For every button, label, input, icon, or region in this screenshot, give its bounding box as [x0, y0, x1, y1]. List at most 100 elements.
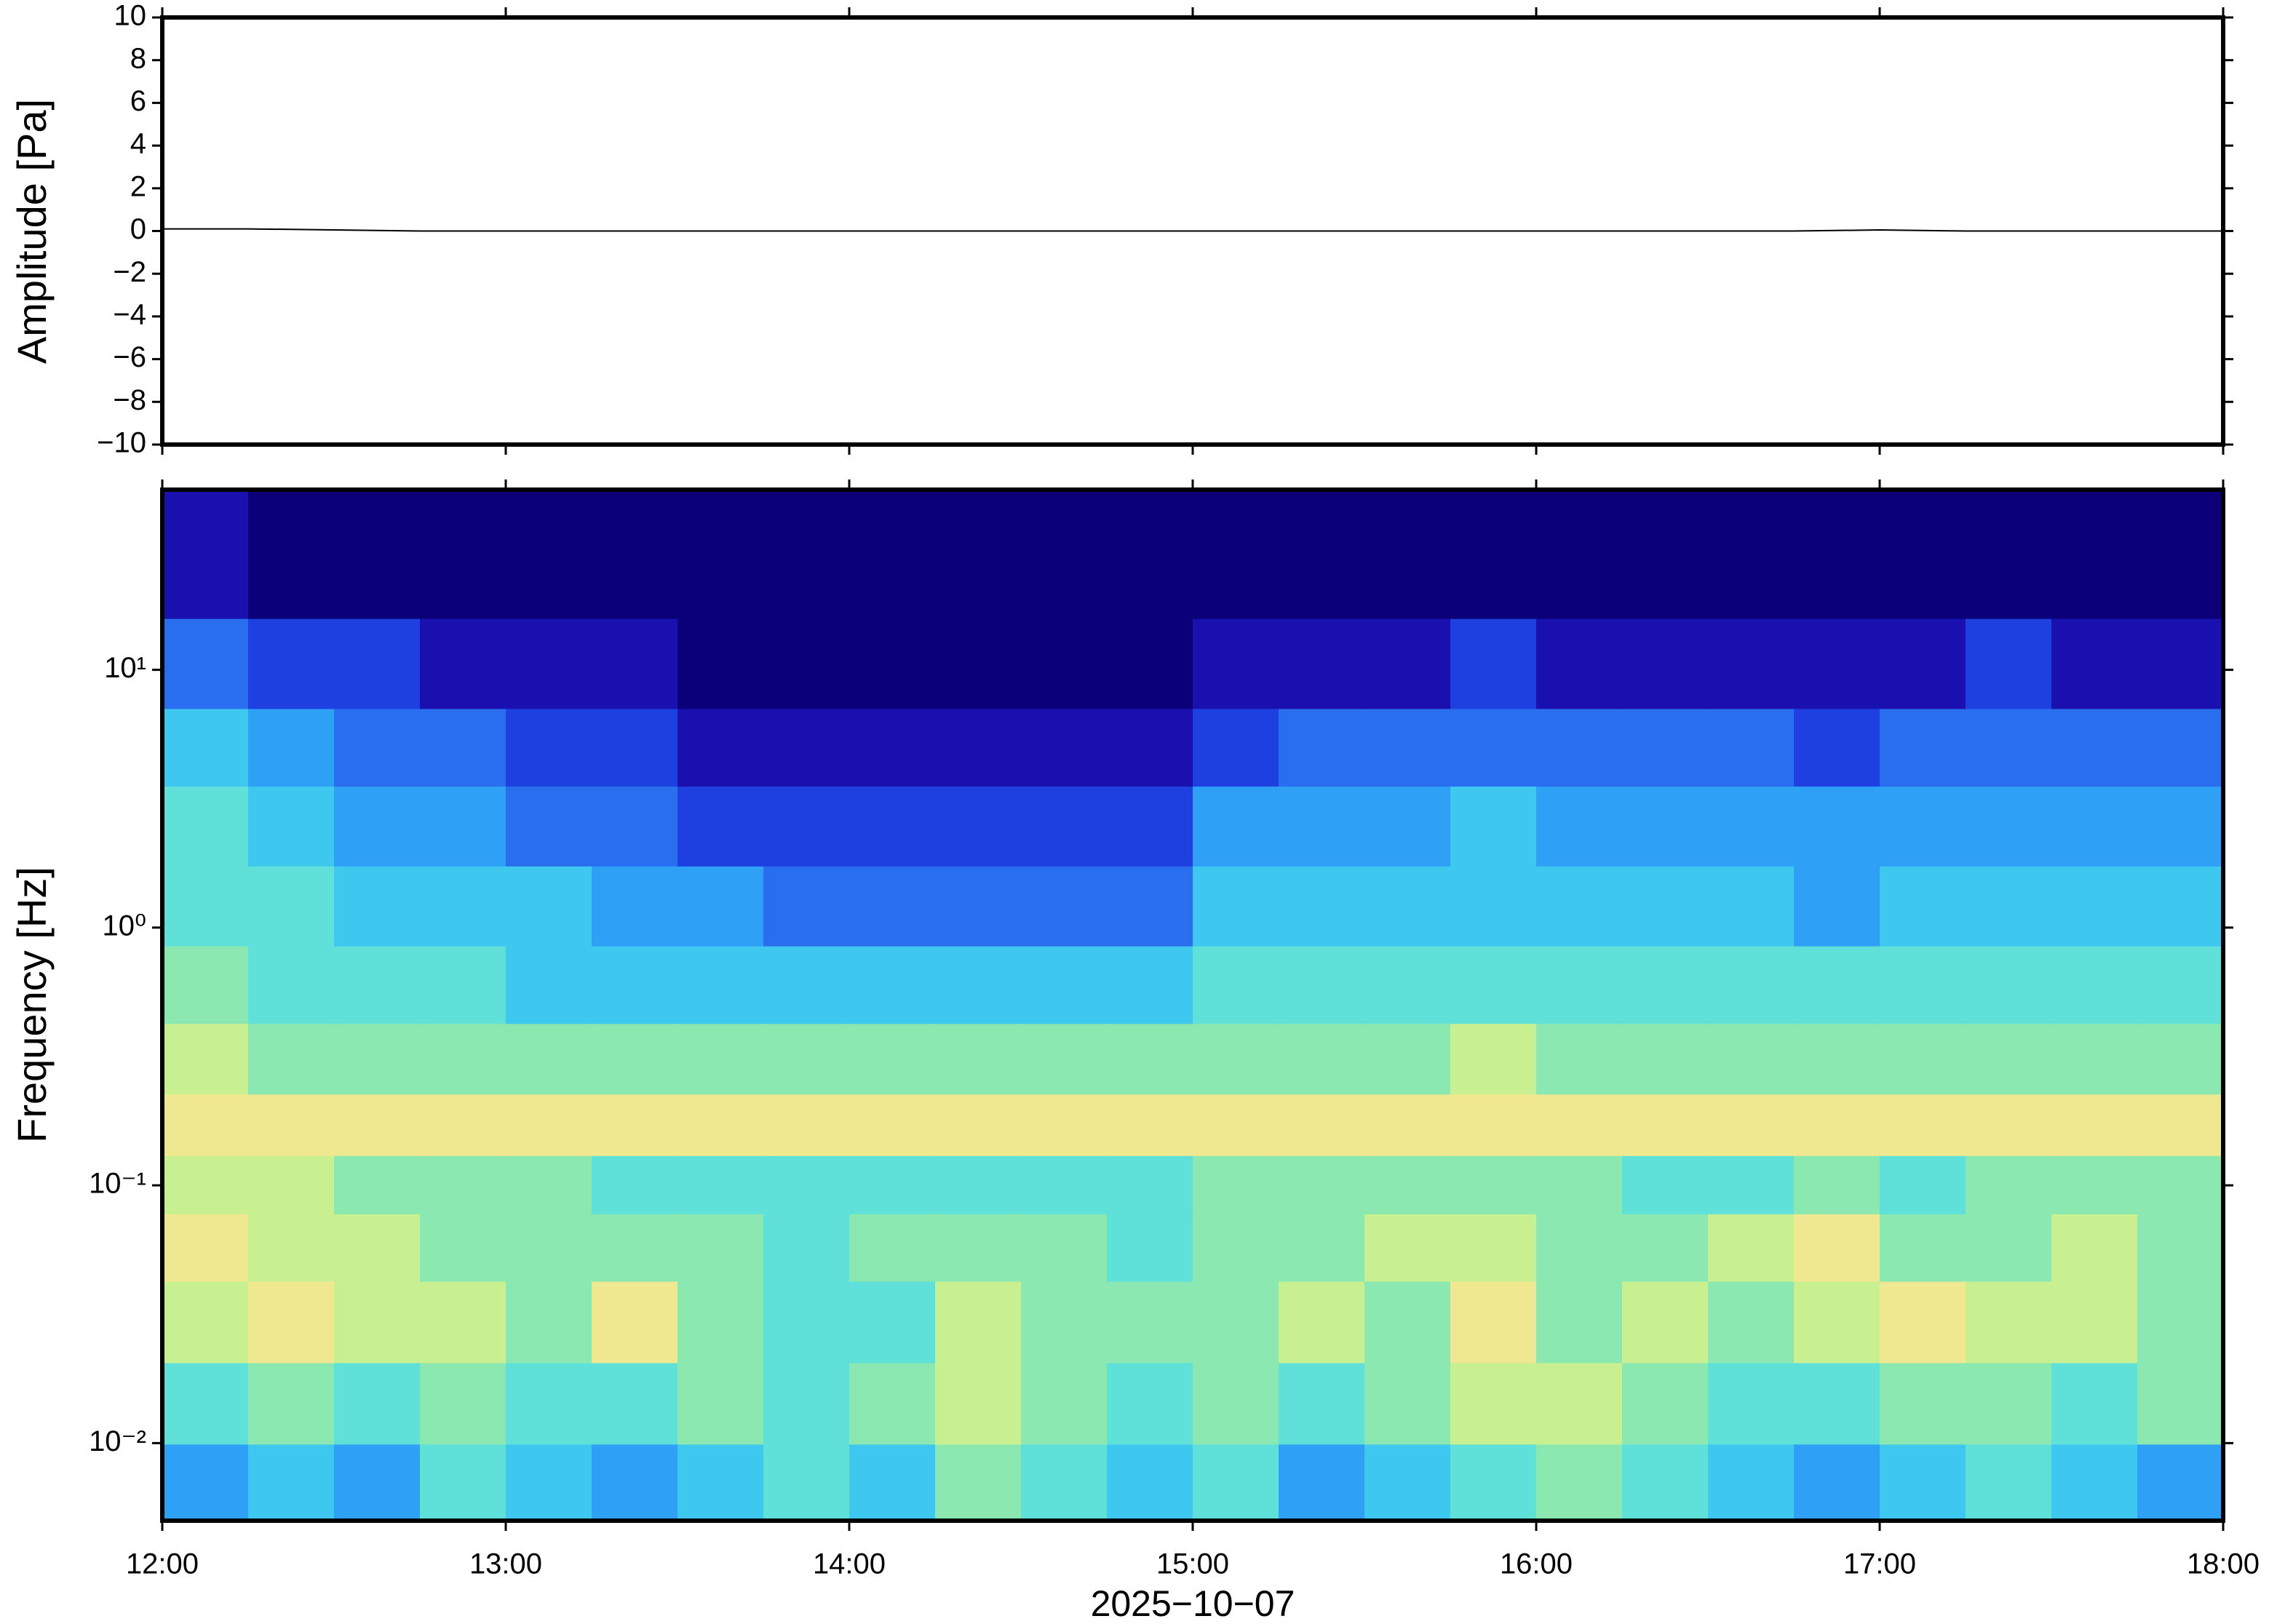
heatmap-cell — [1536, 866, 1623, 947]
heatmap-cell — [248, 618, 335, 709]
y-tick-label: −6 — [113, 341, 146, 373]
heatmap-cell — [1966, 866, 2052, 947]
heatmap-cell — [1279, 1444, 1365, 1521]
heatmap-cell — [1021, 1023, 1108, 1095]
heatmap-cell — [849, 1155, 936, 1214]
heatmap-cell — [1364, 946, 1451, 1024]
heatmap-cell — [1622, 1362, 1709, 1445]
heatmap-cell — [592, 1281, 678, 1364]
heatmap-cell — [162, 1023, 249, 1095]
heatmap-cell — [420, 1444, 506, 1521]
heatmap-cell — [1966, 946, 2052, 1024]
heatmap-cell — [420, 1214, 506, 1282]
y-axis-label: Frequency [Hz] — [9, 867, 55, 1143]
heatmap-cell — [420, 490, 506, 619]
heatmap-cell — [1794, 1214, 1880, 1282]
heatmap-cell — [162, 1214, 249, 1282]
heatmap-cell — [677, 1362, 764, 1445]
heatmap-cell — [420, 786, 506, 867]
heatmap-cell — [1107, 1444, 1193, 1521]
heatmap-cell — [1279, 786, 1365, 867]
heatmap-cell — [1279, 866, 1365, 947]
heatmap-cell — [420, 1155, 506, 1214]
heatmap-cell — [2137, 866, 2224, 947]
heatmap-cell — [1880, 946, 1966, 1024]
heatmap-cell — [1536, 1094, 1623, 1156]
heatmap-cell — [2137, 946, 2224, 1024]
heatmap-cell — [849, 1444, 936, 1521]
heatmap-cell — [1794, 946, 1880, 1024]
heatmap-cell — [1966, 1444, 2052, 1521]
heatmap-cell — [334, 1444, 421, 1521]
heatmap-cell — [506, 1023, 592, 1095]
heatmap-cell — [248, 1155, 335, 1214]
heatmap-cell — [1966, 1362, 2052, 1445]
heatmap-cell — [334, 1281, 421, 1364]
heatmap-cell — [334, 866, 421, 947]
heatmap-cell — [592, 1444, 678, 1521]
heatmap-cell — [1536, 708, 1623, 787]
heatmap-cell — [935, 1094, 1022, 1156]
heatmap-cell — [1107, 1362, 1193, 1445]
heatmap-cell — [763, 490, 850, 619]
heatmap-cell — [1880, 618, 1966, 709]
x-tick-label: 16:00 — [1500, 1548, 1573, 1580]
heatmap-cell — [763, 1214, 850, 1282]
heatmap-cell — [677, 1281, 764, 1364]
y-tick-label: 10⁻² — [89, 1425, 146, 1457]
heatmap-cell — [1450, 786, 1537, 867]
y-tick-label: −8 — [113, 384, 146, 416]
heatmap-cell — [935, 708, 1022, 787]
heatmap-cell — [2137, 1023, 2224, 1095]
heatmap-cell — [162, 866, 249, 947]
heatmap-cell — [248, 866, 335, 947]
heatmap-cell — [1966, 708, 2052, 787]
y-tick-label: −4 — [113, 298, 146, 330]
heatmap-cell — [1708, 1155, 1795, 1214]
heatmap-cell — [1364, 786, 1451, 867]
heatmap-cell — [677, 946, 764, 1024]
heatmap-cell — [2051, 618, 2138, 709]
y-tick-label: 10⁰ — [102, 909, 146, 942]
heatmap-cell — [935, 1214, 1022, 1282]
heatmap-cell — [677, 708, 764, 787]
heatmap-cell — [248, 1023, 335, 1095]
heatmap-cell — [763, 1281, 850, 1364]
heatmap-cell — [420, 946, 506, 1024]
heatmap-cell — [2137, 1214, 2224, 1282]
heatmap-cell — [935, 1155, 1022, 1214]
heatmap-cell — [1450, 1281, 1537, 1364]
y-tick-label: 8 — [130, 42, 146, 74]
heatmap-cell — [935, 1444, 1022, 1521]
heatmap-cell — [592, 946, 678, 1024]
heatmap-cell — [506, 1444, 592, 1521]
heatmap-cell — [248, 708, 335, 787]
heatmap-cell — [506, 1155, 592, 1214]
x-tick-label: 14:00 — [813, 1548, 886, 1580]
heatmap-cell — [2051, 490, 2138, 619]
heatmap-cell — [334, 1362, 421, 1445]
heatmap-cell — [162, 946, 249, 1024]
heatmap-cell — [1880, 1155, 1966, 1214]
heatmap-cell — [935, 866, 1022, 947]
heatmap-cell — [506, 1094, 592, 1156]
heatmap-cell — [2051, 866, 2138, 947]
heatmap-cell — [1966, 1023, 2052, 1095]
heatmap-cell — [1880, 1281, 1966, 1364]
heatmap-cell — [506, 786, 592, 867]
heatmap-cell — [763, 1362, 850, 1445]
heatmap-cell — [935, 1023, 1022, 1095]
heatmap-cell — [1966, 490, 2052, 619]
heatmap-cell — [162, 1281, 249, 1364]
heatmap-cell — [763, 1155, 850, 1214]
heatmap-cell — [2137, 708, 2224, 787]
heatmap-cell — [763, 1023, 850, 1095]
heatmap-cell — [1107, 1281, 1193, 1364]
heatmap-cell — [2137, 1281, 2224, 1364]
heatmap-cell — [1794, 1444, 1880, 1521]
heatmap-cell — [1880, 866, 1966, 947]
heatmap-cell — [1107, 1155, 1193, 1214]
heatmap-cell — [592, 1023, 678, 1095]
heatmap-cell — [935, 786, 1022, 867]
heatmap-cell — [1536, 1023, 1623, 1095]
